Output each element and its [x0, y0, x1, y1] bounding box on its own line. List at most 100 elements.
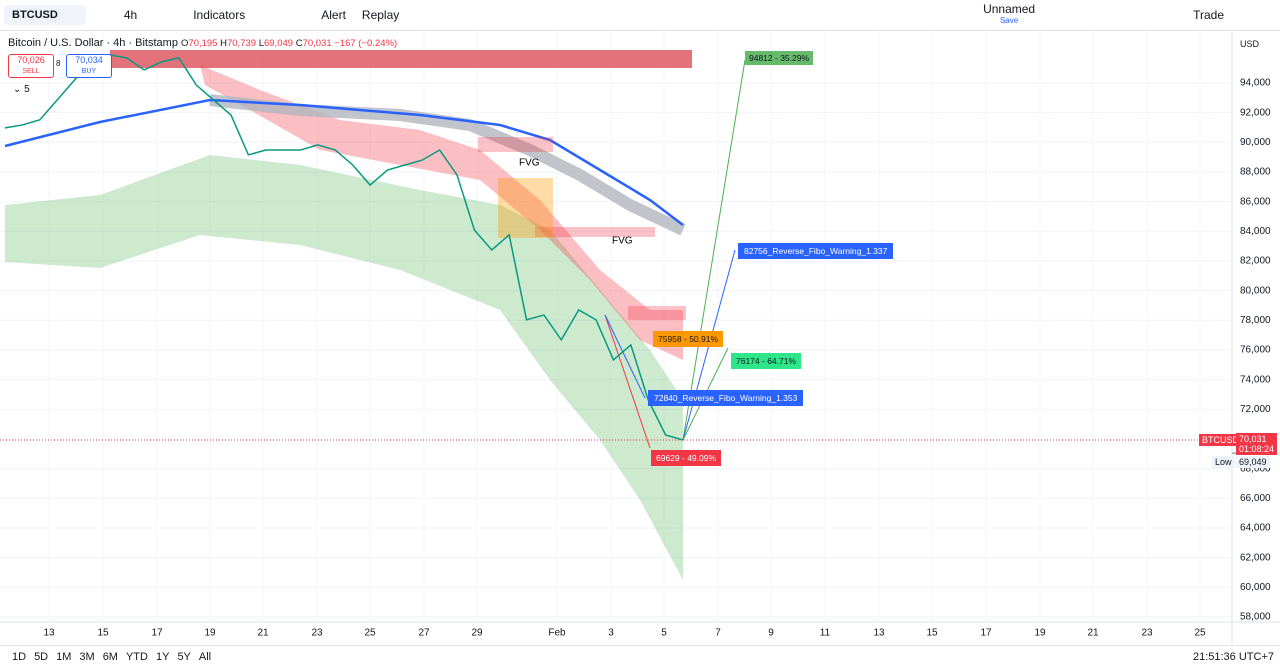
projection-line	[604, 314, 651, 449]
range-button[interactable]: 1D	[12, 651, 27, 663]
buy-label: BUY	[81, 68, 97, 75]
projection-line	[682, 59, 746, 441]
legend-title: Bitcoin / U.S. Dollar · 4h · Bitstamp	[8, 37, 178, 49]
y-tick-label: 84,000	[1240, 226, 1271, 237]
x-tick-label: 25	[364, 628, 376, 639]
y-tick-label: 68,000	[1240, 463, 1271, 474]
y-tick-label: 76,000	[1240, 345, 1271, 356]
range-button[interactable]: YTD	[125, 651, 148, 663]
fvg-label: FVG	[612, 236, 633, 247]
x-tick-label: 9	[768, 628, 774, 639]
range-button[interactable]: 1Y	[155, 651, 170, 663]
open: 70,195	[188, 38, 218, 49]
y-tick-label: 86,000	[1240, 196, 1271, 207]
projection-line	[604, 314, 646, 399]
x-tick-label: 11	[820, 628, 831, 639]
red-band	[200, 65, 683, 360]
y-tick-label: 66,000	[1240, 493, 1271, 504]
h-label: H	[220, 38, 227, 49]
top-toolbar: BTCUSD 4h Indicators Alert Replay Unname…	[0, 0, 1280, 31]
l-label: L	[258, 38, 264, 49]
trade-button[interactable]: Trade	[1193, 8, 1224, 22]
layout-name[interactable]: Unnamed Save	[983, 3, 1035, 26]
price-line	[4, 54, 684, 441]
x-tick-label: 27	[418, 628, 430, 639]
x-tick-label: 3	[608, 628, 614, 639]
y-tick-label: 60,000	[1240, 582, 1271, 593]
gray-band	[209, 94, 686, 236]
x-tick-label: 15	[926, 628, 938, 639]
indicator-toggle[interactable]: ⌄ 5	[10, 84, 33, 95]
y-tick-label: 88,000	[1240, 167, 1271, 178]
target-label: 69629 - 49.09%	[651, 450, 722, 466]
y-tick-label: 92,000	[1240, 107, 1271, 118]
last-price-tag: 70,031 01:08:24	[1236, 433, 1278, 455]
range-button[interactable]: 5D	[34, 651, 49, 663]
spread: 8	[56, 59, 61, 68]
range-button[interactable]: 1M	[56, 651, 72, 663]
y-tick-label: 94,000	[1240, 78, 1271, 89]
warning-label: 72840_Reverse_Fibo_Warning_1.353	[648, 390, 804, 406]
buy-button[interactable]: 70,034 BUY	[66, 54, 112, 78]
x-tick-label: 17	[151, 628, 163, 639]
sell-price: 70,026	[17, 55, 45, 65]
target-label: 94812 - 35.29%	[745, 51, 814, 65]
x-tick-label: 29	[471, 628, 483, 639]
y-tick-label: 82,000	[1240, 256, 1271, 267]
y-tick-label: 72,000	[1240, 404, 1271, 415]
fvg-zone	[628, 306, 686, 320]
symbol-legend: Bitcoin / U.S. Dollar · 4h · Bitstamp O7…	[8, 37, 397, 49]
c-label: C	[295, 38, 303, 49]
indicators-button[interactable]: Indicators	[193, 8, 246, 22]
fvg-zone	[535, 227, 655, 237]
indicator-count: 5	[24, 84, 30, 95]
high: 70,739	[226, 38, 257, 49]
green-cloud	[5, 155, 683, 580]
range-button[interactable]: 5Y	[177, 651, 191, 663]
y-tick-label: 78,000	[1240, 315, 1271, 326]
low-price: 69,049	[1236, 456, 1270, 468]
y-tick-label: 80,000	[1240, 285, 1271, 296]
low: 69,049	[263, 38, 294, 49]
bottom-toolbar: 1D 5D 1M 3M 6M YTD 1Y 5Y All 21:51:36 UTC+7	[0, 645, 1280, 668]
y-tick-label: 64,000	[1240, 523, 1271, 534]
range-button[interactable]: 3M	[79, 651, 95, 663]
chart: FVG FVG 58,000 60,000 62,000 64,000 66,000 68…	[0, 30, 1280, 645]
heatmap-strip	[110, 50, 692, 68]
symbol-search[interactable]: BTCUSD	[4, 5, 86, 25]
replay-button[interactable]: Replay	[361, 8, 400, 22]
y-tick-label: 74,000	[1240, 374, 1271, 385]
x-tick-label: 17	[980, 628, 992, 639]
interval-button[interactable]: 4h	[123, 8, 138, 22]
fvg-label: FVG	[519, 158, 540, 169]
range-buttons: 1D 5D 1M 3M 6M YTD 1Y 5Y All	[12, 651, 211, 663]
range-button[interactable]: 6M	[102, 651, 118, 663]
countdown: 01:08:24	[1239, 444, 1275, 454]
x-tick-label: 13	[43, 628, 55, 639]
sell-label: SELL	[22, 68, 40, 75]
x-tick-label: 5	[661, 628, 667, 639]
x-tick-label: 21	[1087, 628, 1099, 639]
x-tick-label: 19	[204, 628, 216, 639]
x-tick-label: 23	[1141, 628, 1153, 639]
fvg-zone	[478, 137, 553, 152]
x-tick-label: 21	[257, 628, 269, 639]
x-tick-label: 13	[873, 628, 885, 639]
alert-button[interactable]: Alert	[321, 8, 346, 22]
currency[interactable]: USD	[1240, 39, 1260, 49]
y-tick-label: 62,000	[1240, 552, 1271, 563]
range-button[interactable]: All	[198, 651, 212, 663]
close: 70,031	[302, 38, 332, 49]
order-block	[498, 178, 553, 238]
y-tick-label: 58,000	[1240, 612, 1271, 623]
x-tick-label: 23	[311, 628, 323, 639]
buy-price: 70,034	[75, 55, 103, 65]
save-label: Save	[999, 16, 1019, 25]
sell-button[interactable]: 70,026 SELL	[8, 54, 54, 78]
symbol-tag: BTCUSD	[1199, 434, 1243, 446]
moving-average	[4, 98, 684, 226]
y-tick-label: 90,000	[1240, 137, 1271, 148]
target-label: 75958 - 50.91%	[653, 331, 724, 347]
x-tick-label: Feb	[548, 628, 566, 639]
